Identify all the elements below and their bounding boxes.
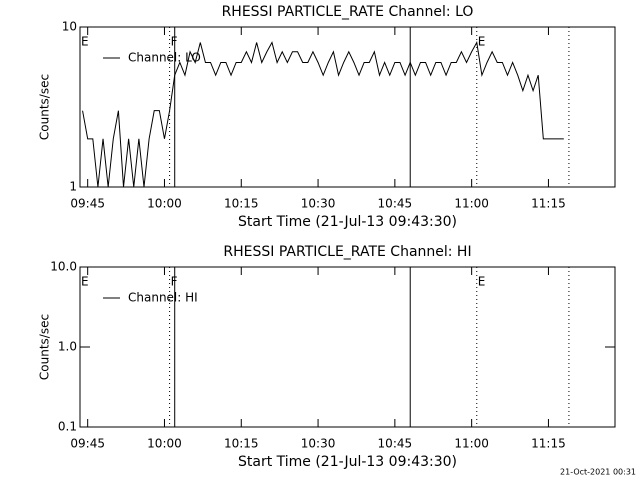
x-tick-label: 10:15: [224, 197, 259, 211]
flag-label: E: [81, 35, 89, 49]
x-tick-label: 09:45: [70, 197, 105, 211]
footer: 21-Oct-2021 00:31: [560, 468, 636, 477]
x-tick-label: 11:00: [454, 437, 489, 451]
flag-label: E: [478, 275, 486, 289]
y-axis-label: Counts/sec: [38, 314, 52, 380]
x-tick-label: 10:45: [378, 197, 413, 211]
y-tick-label: 0.1: [58, 420, 77, 434]
y-tick-label: 1: [69, 180, 77, 194]
flag-label: F: [171, 35, 178, 49]
x-tick-label: 10:30: [301, 197, 336, 211]
flag-label: E: [478, 35, 486, 49]
x-tick-label: 10:00: [147, 437, 182, 451]
y-tick-label: 1.0: [58, 340, 77, 354]
x-axis-label: Start Time (21-Jul-13 09:43:30): [238, 454, 457, 470]
chart-title: RHESSI PARTICLE_RATE Channel: LO: [222, 4, 474, 20]
x-axis-label: Start Time (21-Jul-13 09:43:30): [238, 214, 457, 230]
legend-label: Channel: LO: [128, 51, 201, 65]
x-tick-label: 11:00: [454, 197, 489, 211]
x-tick-label: 10:00: [147, 197, 182, 211]
y-axis-label: Counts/sec: [38, 74, 52, 140]
y-tick-label: 10.0: [50, 260, 77, 274]
flag-label: E: [81, 275, 89, 289]
x-tick-label: 11:15: [531, 437, 566, 451]
legend-label: Channel: HI: [128, 291, 198, 305]
x-tick-label: 09:45: [70, 437, 105, 451]
x-tick-label: 10:30: [301, 437, 336, 451]
x-tick-label: 10:45: [378, 437, 413, 451]
y-tick-label: 10: [62, 20, 77, 34]
data-line: [82, 40, 564, 188]
x-tick-label: 11:15: [531, 197, 566, 211]
flag-label: F: [171, 275, 178, 289]
x-tick-label: 10:15: [224, 437, 259, 451]
chart-title: RHESSI PARTICLE_RATE Channel: HI: [223, 244, 471, 260]
plot-frame: [79, 26, 616, 188]
